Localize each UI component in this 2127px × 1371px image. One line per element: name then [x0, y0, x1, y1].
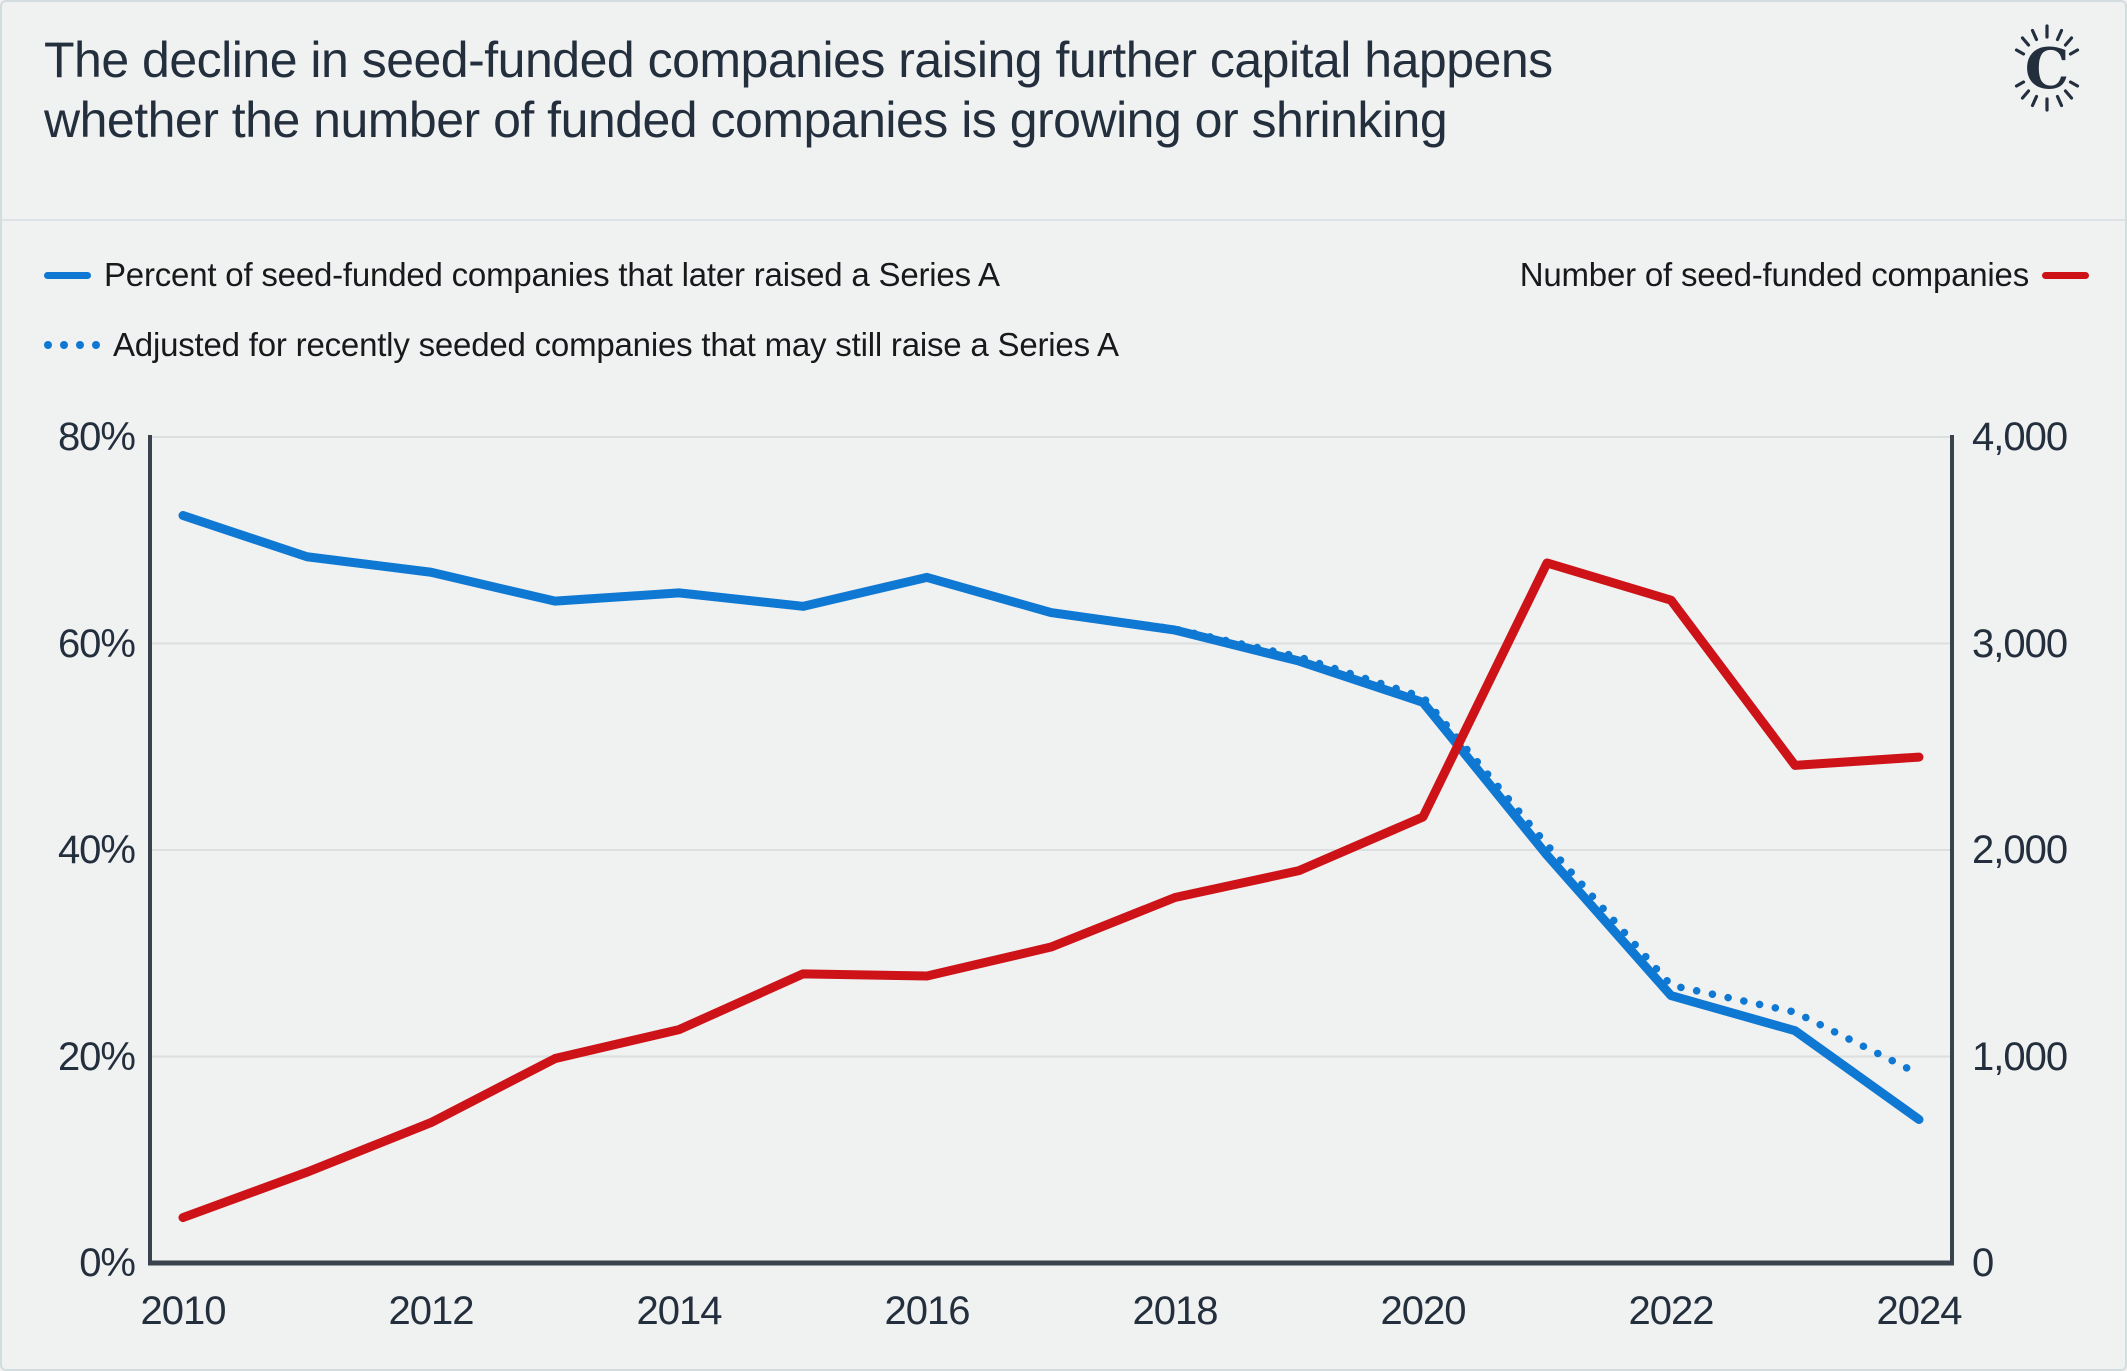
x-axis-label: 2014 — [636, 1289, 723, 1333]
legend-label-companies: Number of seed-funded companies — [1519, 256, 2029, 293]
y-axis-label-right: 2,000 — [1972, 828, 2068, 872]
logo-sun-rays — [2014, 24, 2080, 112]
x-axis-label: 2010 — [140, 1289, 227, 1333]
x-axis-label: 2024 — [1876, 1289, 1963, 1333]
legend-swatch-dotted-blue — [44, 341, 100, 349]
legend-item-companies: Number of seed-funded companies — [1520, 254, 2089, 296]
brand-logo: C — [2014, 24, 2080, 112]
x-axis-label: 2020 — [1380, 1289, 1467, 1333]
legend-label-adjusted: Adjusted for recently seeded companies t… — [113, 326, 1119, 363]
legend-item-adjusted: Adjusted for recently seeded companies t… — [44, 324, 1119, 366]
series-line-companies — [178, 558, 1924, 1223]
legend-item-percent: Percent of seed-funded companies that la… — [44, 254, 1000, 296]
y-axis-label-left: 20% — [57, 1034, 136, 1079]
y-axis-label-left: 0% — [79, 1241, 136, 1285]
header-divider — [2, 219, 2125, 221]
x-axis-label: 2022 — [1628, 1289, 1715, 1333]
brand-logo-letter: C — [2025, 36, 2070, 102]
chart-title-line-2: whether the number of funded companies i… — [44, 92, 1448, 148]
y-axis-label-left: 60% — [57, 621, 136, 666]
series-line-adjusted — [1047, 608, 1923, 1078]
x-axis-label: 2012 — [388, 1289, 475, 1333]
legend-label-percent: Percent of seed-funded companies that la… — [104, 256, 1000, 293]
legend-swatch-solid-blue — [44, 271, 91, 279]
y-axis-label-right: 4,000 — [1972, 415, 2068, 459]
y-axis-label-left: 80% — [57, 415, 136, 459]
y-axis-label-right: 3,000 — [1972, 621, 2068, 666]
series-line-percent — [178, 510, 1924, 1124]
chart-title: The decline in seed-funded companies rai… — [44, 30, 1553, 150]
chart-title-line-1: The decline in seed-funded companies rai… — [44, 32, 1553, 88]
x-axis-label: 2016 — [884, 1289, 971, 1333]
y-axis-label-right: 1,000 — [1972, 1034, 2068, 1079]
x-axis-label: 2018 — [1132, 1289, 1219, 1333]
legend-swatch-solid-red — [2042, 271, 2089, 279]
y-axis-label-left: 40% — [57, 828, 136, 872]
y-axis-label-right: 0 — [1972, 1241, 1994, 1285]
